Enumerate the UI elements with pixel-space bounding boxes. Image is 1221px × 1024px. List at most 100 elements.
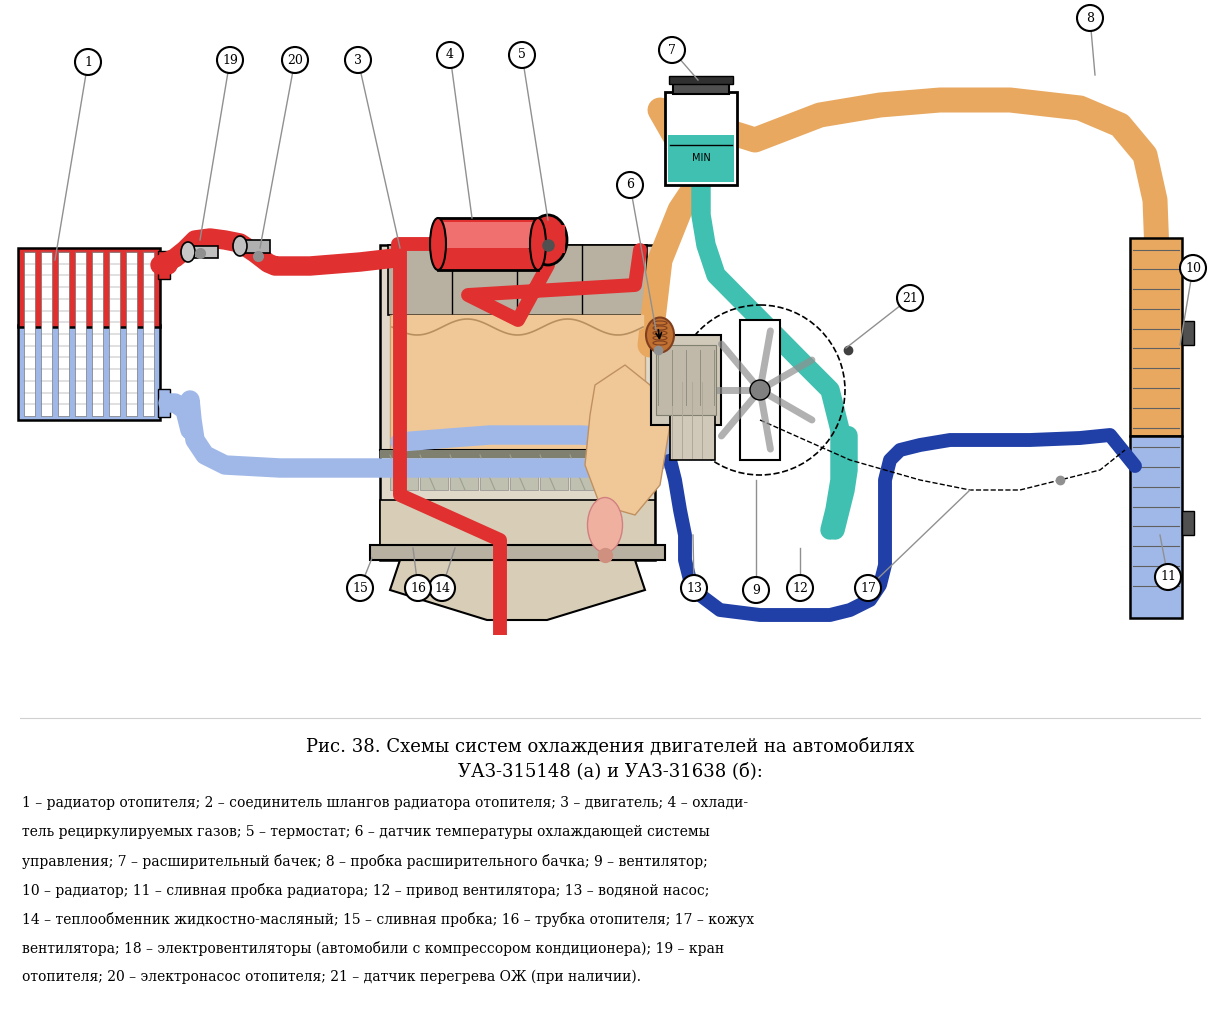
Text: 13: 13 xyxy=(686,582,702,595)
Circle shape xyxy=(855,575,882,601)
Circle shape xyxy=(405,575,431,601)
Ellipse shape xyxy=(233,236,247,256)
Circle shape xyxy=(282,47,308,73)
Bar xyxy=(388,245,647,315)
Bar xyxy=(1182,511,1194,535)
Text: отопителя; 20 – электронасос отопителя; 21 – датчик перегрева ОЖ (при наличии).: отопителя; 20 – электронасос отопителя; … xyxy=(22,970,641,984)
Bar xyxy=(673,80,729,94)
Bar xyxy=(389,455,418,490)
Circle shape xyxy=(347,575,372,601)
Bar xyxy=(451,455,477,490)
Text: 19: 19 xyxy=(222,53,238,67)
Bar xyxy=(420,455,448,490)
Bar xyxy=(665,92,737,185)
Text: 7: 7 xyxy=(668,43,676,56)
Bar xyxy=(380,245,654,560)
Circle shape xyxy=(429,575,455,601)
Text: 3: 3 xyxy=(354,53,361,67)
Circle shape xyxy=(1155,564,1181,590)
Bar xyxy=(109,252,120,416)
Circle shape xyxy=(509,42,535,68)
Text: 10 – радиатор; 11 – сливная пробка радиатора; 12 – привод вентилятора; 13 – водя: 10 – радиатор; 11 – сливная пробка радиа… xyxy=(22,883,709,898)
Bar xyxy=(669,76,733,84)
Circle shape xyxy=(1179,255,1206,281)
Circle shape xyxy=(788,575,813,601)
Text: 16: 16 xyxy=(410,582,426,595)
Bar xyxy=(42,252,53,416)
Circle shape xyxy=(217,47,243,73)
Circle shape xyxy=(681,575,707,601)
Bar xyxy=(380,500,654,560)
Bar xyxy=(438,218,538,270)
Text: 12: 12 xyxy=(792,582,808,595)
Bar xyxy=(740,319,780,460)
Text: 10: 10 xyxy=(1186,261,1201,274)
Circle shape xyxy=(74,49,101,75)
Bar xyxy=(380,450,654,458)
Bar xyxy=(18,248,160,328)
Bar xyxy=(480,455,508,490)
Bar xyxy=(74,252,85,416)
Text: 9: 9 xyxy=(752,584,759,597)
Circle shape xyxy=(744,577,769,603)
Bar xyxy=(24,252,35,416)
Bar xyxy=(651,335,720,425)
Bar xyxy=(540,455,568,490)
Text: 11: 11 xyxy=(1160,570,1176,584)
Circle shape xyxy=(1077,5,1103,31)
Bar xyxy=(510,455,538,490)
Text: 1 – радиатор отопителя; 2 – соединитель шлангов радиатора отопителя; 3 – двигате: 1 – радиатор отопителя; 2 – соединитель … xyxy=(22,796,748,810)
Bar xyxy=(158,251,170,279)
Circle shape xyxy=(659,37,685,63)
Bar xyxy=(1129,435,1182,618)
Ellipse shape xyxy=(181,242,195,262)
Text: 6: 6 xyxy=(626,178,634,191)
Text: 21: 21 xyxy=(902,292,918,304)
Bar xyxy=(668,135,734,182)
Bar xyxy=(158,389,170,417)
Text: 15: 15 xyxy=(352,582,368,595)
Circle shape xyxy=(346,47,371,73)
Bar xyxy=(188,246,219,258)
Bar xyxy=(59,252,70,416)
Bar xyxy=(143,252,154,416)
Ellipse shape xyxy=(530,218,546,270)
Circle shape xyxy=(750,380,770,400)
Text: 1: 1 xyxy=(84,55,92,69)
Text: вентилятора; 18 – электровентиляторы (автомобили с компрессором кондиционера); 1: вентилятора; 18 – электровентиляторы (ав… xyxy=(22,941,724,956)
Text: 4: 4 xyxy=(446,48,454,61)
Text: 8: 8 xyxy=(1085,11,1094,25)
Bar xyxy=(670,380,716,460)
Ellipse shape xyxy=(587,498,623,553)
Bar xyxy=(1182,321,1194,345)
Bar xyxy=(1129,238,1182,435)
Text: управления; 7 – расширительный бачек; 8 – пробка расширительного бачка; 9 – вент: управления; 7 – расширительный бачек; 8 … xyxy=(22,854,708,869)
Circle shape xyxy=(617,172,643,198)
Text: УАЗ-315148 (а) и УАЗ-31638 (б):: УАЗ-315148 (а) и УАЗ-31638 (б): xyxy=(458,762,762,780)
Bar xyxy=(241,240,270,253)
Bar xyxy=(92,252,103,416)
Bar xyxy=(389,315,645,450)
Bar xyxy=(570,455,598,490)
Ellipse shape xyxy=(529,215,567,265)
Bar xyxy=(126,252,137,416)
Text: 14: 14 xyxy=(433,582,451,595)
Polygon shape xyxy=(585,365,670,515)
Bar xyxy=(656,345,716,415)
Text: 5: 5 xyxy=(518,48,526,61)
Bar xyxy=(442,222,534,248)
Text: 20: 20 xyxy=(287,53,303,67)
Text: MIN: MIN xyxy=(691,153,711,163)
Ellipse shape xyxy=(646,317,674,352)
Circle shape xyxy=(897,285,923,311)
Bar xyxy=(370,545,665,560)
Text: 17: 17 xyxy=(860,582,875,595)
Bar xyxy=(600,455,628,490)
Bar xyxy=(531,225,565,253)
Polygon shape xyxy=(389,560,645,620)
Circle shape xyxy=(437,42,463,68)
Bar xyxy=(18,326,160,420)
Text: 14 – теплообменник жидкостно-масляный; 15 – сливная пробка; 16 – трубка отопител: 14 – теплообменник жидкостно-масляный; 1… xyxy=(22,912,755,927)
Text: Рис. 38. Схемы систем охлаждения двигателей на автомобилях: Рис. 38. Схемы систем охлаждения двигате… xyxy=(305,738,915,756)
Ellipse shape xyxy=(430,218,446,270)
